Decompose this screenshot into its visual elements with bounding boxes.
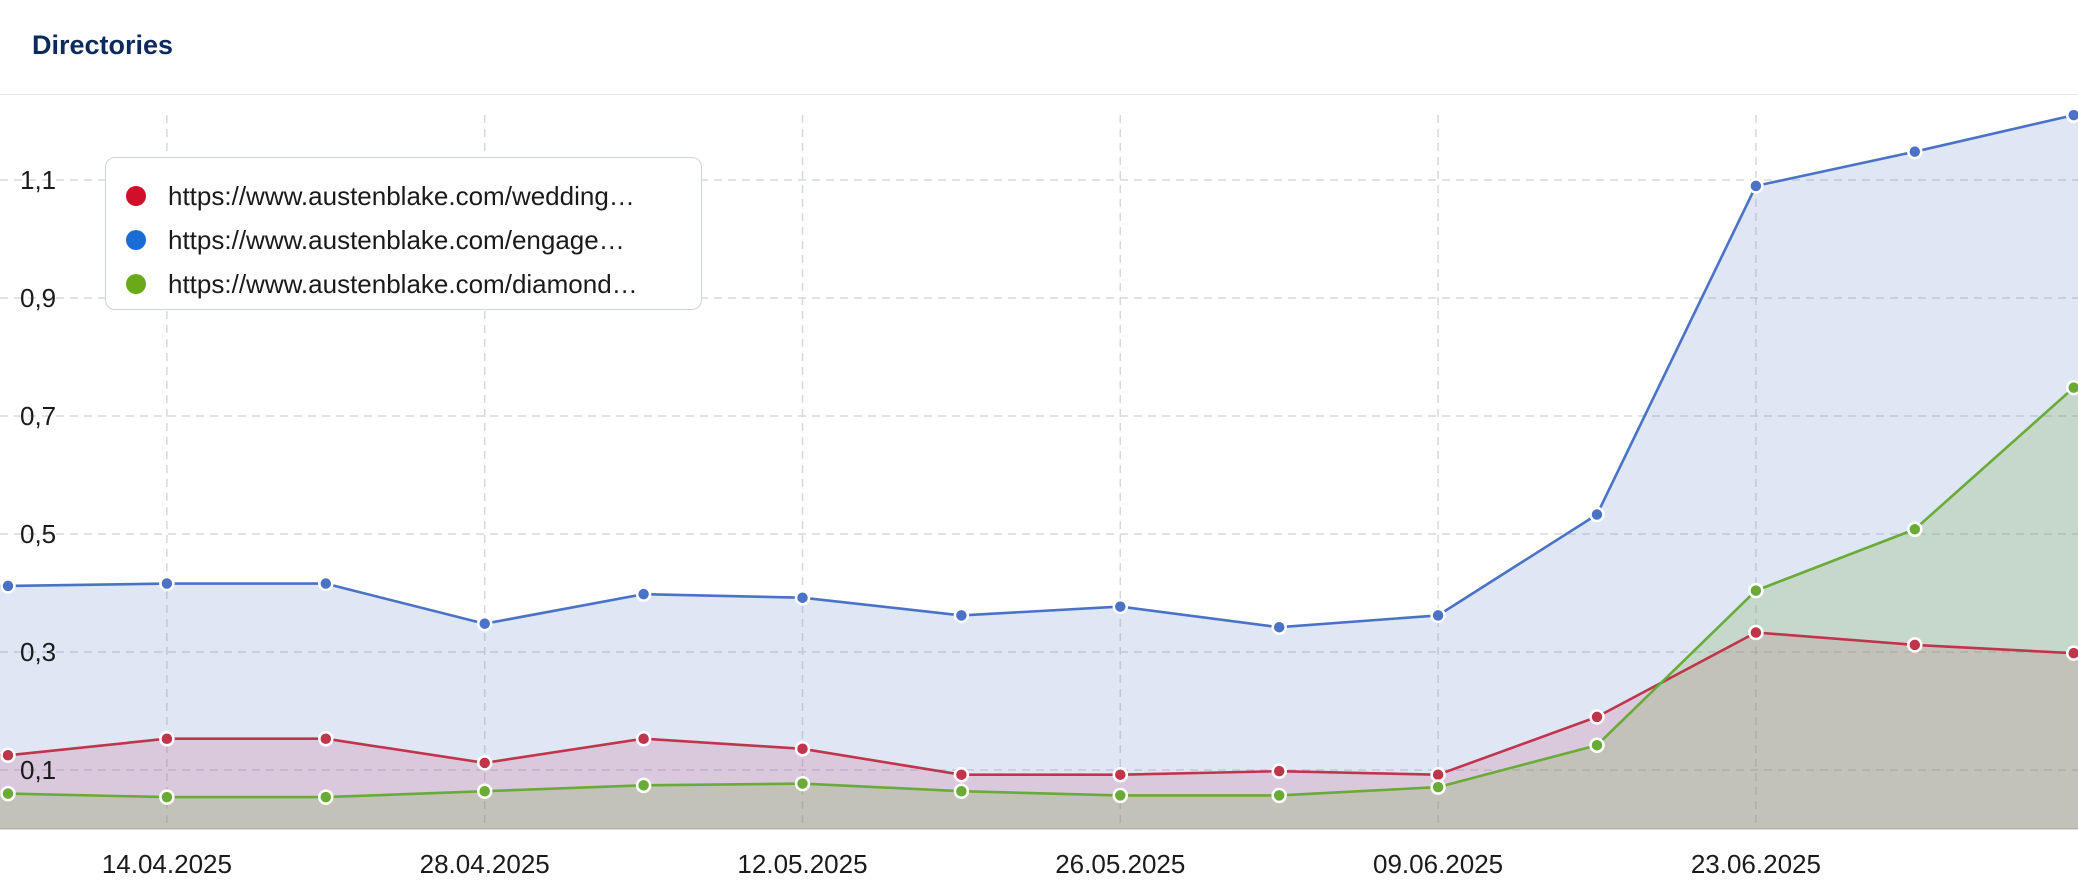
series-lines xyxy=(0,112,2078,799)
legend-item-diamonds[interactable]: https://www.austenblake.com/diamond… xyxy=(106,262,701,306)
data-point xyxy=(318,730,334,747)
data-point xyxy=(1748,178,1764,194)
data-point xyxy=(1271,787,1287,804)
data-point xyxy=(635,777,652,794)
data-point xyxy=(0,785,16,802)
card-title: Directories xyxy=(32,30,174,60)
data-point xyxy=(953,607,970,624)
y-tick-label: 1,1 xyxy=(20,165,56,195)
y-tick-label: 0,9 xyxy=(20,283,56,313)
data-point xyxy=(159,730,175,747)
data-point xyxy=(2065,107,2078,123)
data-point xyxy=(159,575,175,592)
data-point xyxy=(1430,779,1446,795)
legend-label: https://www.austenblake.com/wedding… xyxy=(168,180,635,211)
series-area xyxy=(0,114,2078,830)
x-axis-ticks: 14.04.2025 28.04.2025 12.05.2025 26.05.2025… xyxy=(102,849,1821,879)
x-tick-label: 28.04.2025 xyxy=(420,849,550,879)
data-point xyxy=(0,578,16,594)
y-axis-ticks: 0,1 0,3 0,5 0,7 0,9 1,1 xyxy=(20,165,56,785)
data-point xyxy=(635,586,652,602)
data-point xyxy=(1112,766,1129,783)
x-tick-label: 14.04.2025 xyxy=(102,849,232,879)
data-point xyxy=(1748,624,1764,641)
data-point xyxy=(1430,766,1446,783)
series-line xyxy=(0,382,2078,799)
x-tick-label: 12.05.2025 xyxy=(737,849,867,879)
data-point xyxy=(953,766,970,783)
data-point xyxy=(2065,379,2078,396)
data-point xyxy=(476,783,493,799)
series-area xyxy=(0,632,2078,829)
data-point xyxy=(1748,582,1764,599)
legend-dot-red xyxy=(126,186,146,206)
chart-legend: https://www.austenblake.com/wedding… htt… xyxy=(105,157,702,310)
data-point xyxy=(794,775,811,792)
card-header: Directories xyxy=(0,0,2078,95)
data-point xyxy=(1430,607,1446,624)
data-point xyxy=(476,615,493,632)
data-point xyxy=(794,589,811,606)
legend-label: https://www.austenblake.com/engage… xyxy=(168,224,625,255)
legend-dot-blue xyxy=(126,230,146,250)
legend-dot-green xyxy=(126,274,146,294)
data-point xyxy=(0,747,16,763)
series-area xyxy=(0,383,2078,829)
data-point xyxy=(1907,521,1923,538)
x-tick-label: 09.06.2025 xyxy=(1373,849,1503,879)
x-tick-label: 23.06.2025 xyxy=(1691,849,1821,879)
data-point xyxy=(1271,763,1287,779)
data-point xyxy=(1907,637,1923,653)
data-point xyxy=(1589,709,1605,725)
y-tick-label: 0,5 xyxy=(20,519,56,549)
data-point xyxy=(2065,645,2078,661)
x-tick-label: 26.05.2025 xyxy=(1055,849,1185,879)
data-point xyxy=(1589,506,1605,523)
y-tick-label: 0,1 xyxy=(20,755,56,785)
data-point xyxy=(1589,737,1605,753)
data-point xyxy=(318,789,334,805)
data-point xyxy=(1271,619,1287,635)
series-line xyxy=(0,631,2078,776)
legend-item-engagement-rings[interactable]: https://www.austenblake.com/engage… xyxy=(106,218,701,262)
series-areas xyxy=(0,114,2078,830)
data-point xyxy=(794,741,811,757)
series-points xyxy=(0,107,2078,805)
legend-label: https://www.austenblake.com/diamond… xyxy=(168,268,638,299)
data-point xyxy=(953,783,970,799)
y-tick-label: 0,7 xyxy=(20,401,56,431)
legend-item-wedding-rings[interactable]: https://www.austenblake.com/wedding… xyxy=(106,174,701,218)
data-point xyxy=(1112,787,1129,804)
data-point xyxy=(159,789,175,805)
data-point xyxy=(635,730,652,747)
series-line xyxy=(0,112,2078,629)
data-point xyxy=(1907,143,1923,160)
data-point xyxy=(1112,598,1129,615)
data-point xyxy=(318,575,334,592)
data-point xyxy=(476,755,493,771)
y-tick-label: 0,3 xyxy=(20,637,56,667)
